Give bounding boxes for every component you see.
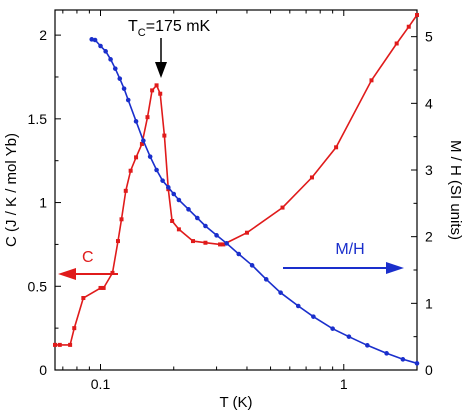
left-tick-label: 1: [39, 195, 47, 211]
axis-ticks: 0.1 1 0 0.5 1 1.5 2 0 1 2 3 4 5: [28, 10, 433, 392]
c-arrow: [58, 268, 118, 280]
data-point-c: [115, 239, 120, 244]
mh-arrow: [283, 262, 404, 274]
data-point-c: [150, 88, 155, 93]
left-tick-label: 0: [39, 362, 47, 378]
data-point-mh: [108, 57, 113, 62]
data-point-mh: [98, 43, 103, 49]
data-point-mh: [160, 178, 165, 183]
data-point-c: [68, 342, 73, 347]
data-point-mh: [147, 154, 153, 159]
data-point-c: [191, 239, 196, 244]
data-point-mh: [141, 138, 146, 143]
data-point-mh: [400, 357, 406, 362]
x-axis-label: T (K): [219, 394, 252, 411]
c-series-label: C: [82, 249, 94, 266]
data-point-c: [203, 240, 208, 245]
right-tick-label: 4: [425, 95, 433, 111]
right-axis-label: M / H (SI units): [447, 140, 464, 240]
data-point-mh: [203, 223, 208, 229]
data-point-mh: [171, 191, 177, 197]
left-axis-label: C (J / K / mol Yb): [3, 133, 20, 247]
data-point-c: [72, 326, 77, 331]
data-point-c: [81, 296, 86, 300]
data-point-c: [123, 188, 128, 193]
data-point-mh: [278, 290, 283, 295]
data-point-c: [415, 13, 419, 18]
data-point-mh: [249, 263, 255, 268]
data-point-c: [57, 342, 62, 347]
data-point-mh: [311, 314, 316, 319]
data-point-c: [176, 227, 181, 232]
data-point-c: [218, 242, 223, 247]
right-tick-label: 1: [425, 295, 433, 311]
right-tick-label: 0: [425, 362, 433, 378]
data-point-mh: [112, 66, 118, 71]
data-point-c: [369, 78, 374, 83]
data-point-c: [145, 115, 150, 120]
series-layer: [53, 13, 420, 366]
x-tick-label: 1: [340, 376, 348, 392]
left-tick-label: 2: [39, 27, 47, 43]
data-point-mh: [176, 197, 182, 203]
data-point-c: [53, 342, 57, 347]
data-point-mh: [125, 97, 131, 103]
data-point-mh: [133, 119, 139, 124]
plot-frame: [54, 9, 418, 371]
tc-annotation-sub: C: [138, 27, 146, 39]
x-tick-label: 0.1: [91, 376, 111, 392]
data-point-mh: [330, 326, 335, 331]
data-point-c: [128, 168, 133, 173]
data-point-mh: [117, 76, 123, 81]
data-point-c: [244, 230, 249, 235]
series-line-c: [55, 14, 418, 346]
right-tick-label: 5: [425, 29, 433, 45]
tc-arrow: [155, 38, 167, 78]
data-point-c: [134, 155, 139, 160]
data-point-mh: [195, 215, 200, 221]
data-point-c: [406, 24, 411, 29]
data-point-c: [221, 242, 226, 247]
data-point-c: [162, 133, 167, 138]
data-point-c: [101, 285, 106, 290]
data-point-c: [119, 217, 124, 222]
right-tick-label: 2: [425, 229, 433, 245]
data-point-c: [139, 141, 144, 146]
mh-series-label: M/H: [335, 241, 364, 258]
data-point-c: [110, 270, 115, 275]
data-point-c: [280, 205, 285, 210]
data-point-mh: [154, 167, 159, 173]
data-point-mh: [103, 49, 108, 54]
data-point-mh: [121, 86, 127, 91]
series-line-mh: [91, 38, 418, 365]
data-point-mh: [263, 277, 269, 282]
data-point-c: [334, 145, 339, 150]
data-point-mh: [166, 185, 171, 190]
left-tick-label: 1.5: [28, 111, 48, 127]
data-point-c: [309, 175, 314, 180]
tc-annotation: TC=175 mK: [128, 18, 211, 39]
right-tick-label: 3: [425, 162, 433, 178]
data-point-c: [154, 83, 159, 88]
data-point-mh: [224, 241, 229, 246]
tc-annotation-T: T: [128, 18, 138, 35]
left-tick-label: 0.5: [28, 278, 48, 294]
data-point-mh: [346, 334, 352, 339]
data-point-mh: [236, 251, 242, 257]
data-point-mh: [384, 351, 389, 356]
data-point-mh: [295, 303, 301, 309]
data-point-c: [98, 285, 103, 290]
data-point-mh: [365, 343, 370, 348]
data-point-mh: [414, 361, 420, 366]
data-point-mh: [186, 207, 191, 212]
data-point-mh: [92, 37, 98, 43]
data-point-c: [170, 218, 175, 223]
data-point-c: [394, 41, 399, 46]
data-point-mh: [214, 233, 219, 238]
data-point-c: [158, 91, 163, 96]
tc-annotation-value: =175 mK: [146, 18, 211, 35]
